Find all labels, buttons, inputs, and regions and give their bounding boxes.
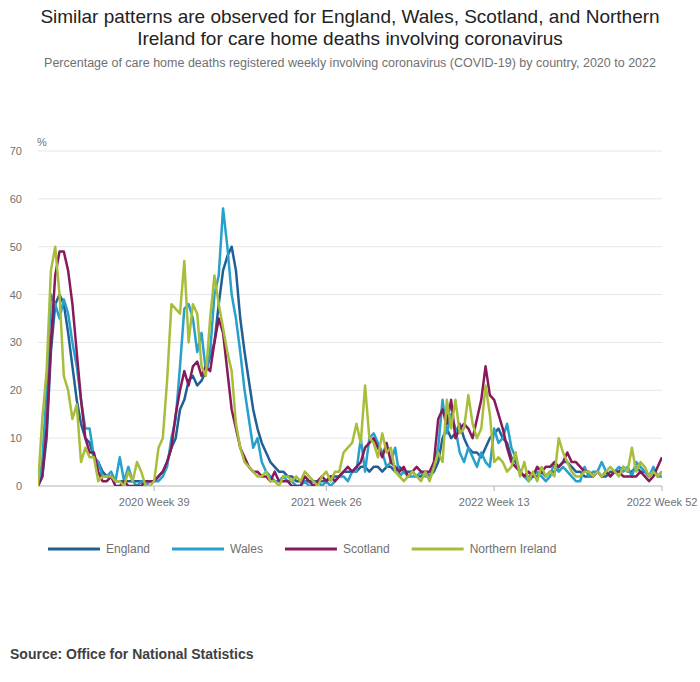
series-line	[38, 247, 662, 486]
y-tick-label: 40	[10, 289, 22, 301]
x-tick-label: 2021 Week 26	[291, 496, 362, 508]
x-tick	[662, 486, 663, 491]
y-tick-label: 60	[10, 193, 22, 205]
x-tick	[154, 486, 155, 491]
grid-line	[38, 246, 662, 247]
source: Source: Office for National Statistics	[10, 646, 254, 662]
grid-line	[38, 294, 662, 295]
grid-line	[38, 342, 662, 343]
x-tick	[494, 486, 495, 491]
legend-swatch	[412, 548, 464, 551]
y-tick-label: 30	[10, 336, 22, 348]
y-tick-label: 0	[16, 480, 22, 492]
grid-line	[38, 151, 662, 152]
series-line	[38, 208, 662, 486]
legend-swatch	[172, 548, 224, 551]
x-tick-label: 2022 Week 13	[459, 496, 530, 508]
title: Similar patterns are observed for Englan…	[20, 6, 680, 50]
y-tick-label: 70	[10, 145, 22, 157]
chart: 0 10 20 30 40 50 60 70% 2020 Week 39 2021 Week 26…	[0, 0, 700, 682]
legend-label: Scotland	[343, 542, 390, 556]
x-tick-label: 2022 Week 52	[627, 496, 698, 508]
legend-label: England	[106, 542, 150, 556]
plot-lines	[38, 208, 662, 486]
legend-label: Wales	[230, 542, 263, 556]
grid-line	[38, 438, 662, 439]
y-tick-label: 10	[10, 432, 22, 444]
y-axis-label: %	[37, 136, 47, 148]
x-tick	[326, 486, 327, 491]
subtitle: Percentage of care home deaths registere…	[10, 56, 690, 70]
grid-line	[38, 390, 662, 391]
legend-swatch	[48, 548, 100, 551]
x-tick-label: 2020 Week 39	[119, 496, 190, 508]
series-line	[38, 247, 662, 486]
series-line	[38, 252, 662, 487]
y-tick-label: 50	[10, 241, 22, 253]
legend-swatch	[285, 548, 337, 551]
grid-line	[38, 198, 662, 199]
y-tick-label: 20	[10, 384, 22, 396]
legend-label: Northern Ireland	[470, 542, 557, 556]
